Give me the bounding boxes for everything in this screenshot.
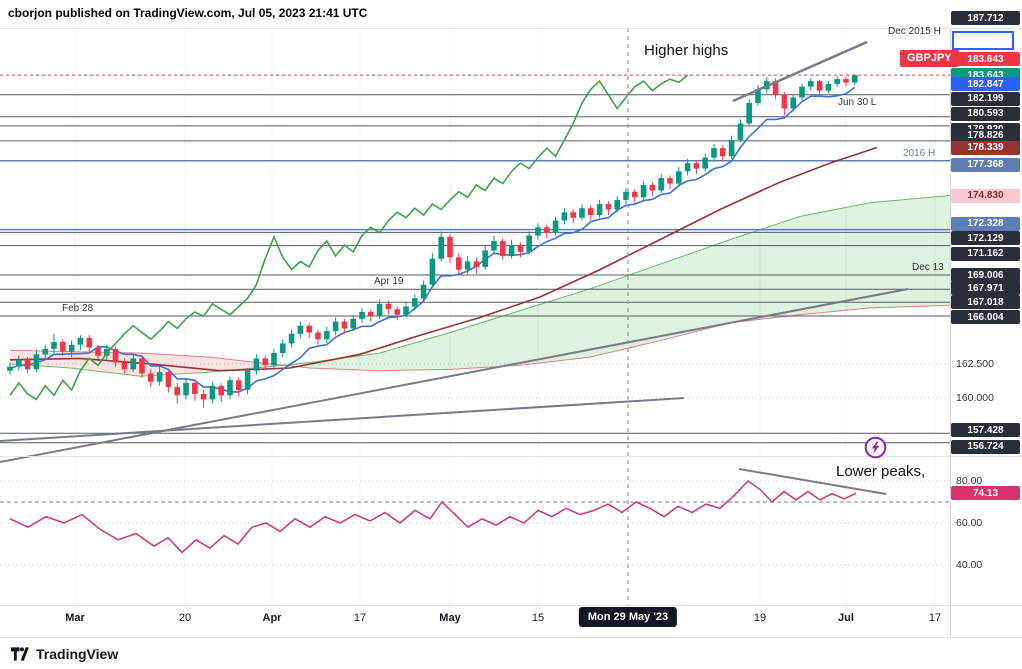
trendlines[interactable] [0, 40, 909, 495]
candlesticks[interactable] [7, 74, 858, 408]
rsi-plot [0, 480, 950, 554]
annotation-lower-peaks[interactable]: Lower peaks, [836, 463, 926, 480]
pane-separators [0, 28, 1022, 638]
annotation-apr-19: Apr 19 [374, 276, 404, 287]
support-resistance-lines[interactable] [0, 94, 950, 444]
symbol-badge[interactable]: GBPJPY [900, 50, 959, 67]
annotation-feb-28: Feb 28 [62, 303, 94, 314]
footer-brand-text[interactable]: TradingView [36, 645, 119, 662]
annotation-higher-highs[interactable]: Higher highs [644, 42, 729, 59]
chikou-line [9, 74, 689, 401]
alert-lightning-icon[interactable] [864, 436, 887, 459]
ichimoku-cloud [9, 195, 951, 377]
publish-info-line: cborjon published on TradingView.com, Ju… [8, 6, 368, 20]
tradingview-logo-icon[interactable] [10, 646, 29, 662]
slow-ma-line [9, 146, 878, 372]
annotation-2016-high: 2016 H [903, 148, 936, 159]
annotation-dec-2015-high: Dec 2015 H [888, 26, 941, 37]
footer-bar: TradingView [0, 638, 1022, 669]
annotation-jun-30-low: Jun 30 L [838, 97, 877, 108]
annotation-dec-13: Dec 13 [912, 262, 944, 273]
